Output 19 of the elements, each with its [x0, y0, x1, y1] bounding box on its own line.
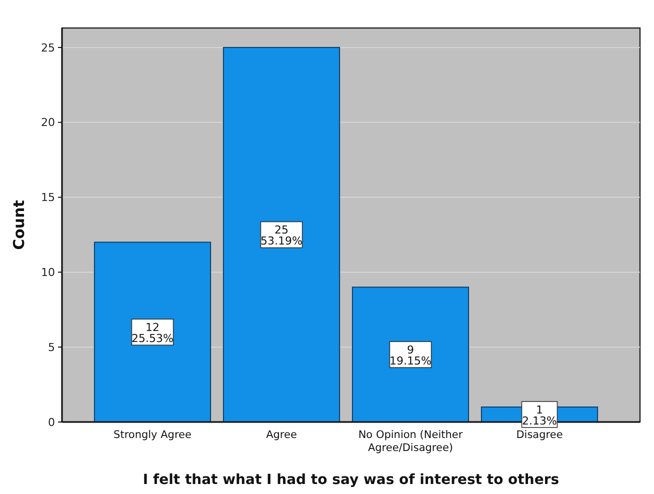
y-tick-label: 25: [41, 41, 55, 54]
y-axis-title: Count: [10, 200, 28, 250]
y-tick-label: 5: [48, 340, 55, 354]
x-tick-label: Strongly Agree: [114, 429, 192, 441]
x-axis-title: I felt that what I had to say was of interest to others: [142, 472, 560, 488]
y-tick-label: 0: [48, 416, 55, 429]
y-tick-label: 20: [41, 116, 55, 130]
y-tick-label: 10: [41, 266, 55, 280]
x-tick-label: Agree: [266, 429, 297, 441]
x-tick-label: Disagree: [516, 429, 563, 441]
data-label: 12 25.53%: [132, 321, 174, 346]
data-label: 9 19.15%: [390, 344, 432, 368]
y-tick-label: 15: [41, 191, 55, 204]
data-label: 1 2.13%: [522, 404, 557, 428]
bar: [222, 46, 340, 422]
bar: [352, 286, 470, 422]
data-label: 25 53.19%: [260, 224, 302, 248]
bar: [94, 242, 212, 422]
x-tick-label: No Opinion (Neither Agree/Disagree): [358, 429, 464, 454]
